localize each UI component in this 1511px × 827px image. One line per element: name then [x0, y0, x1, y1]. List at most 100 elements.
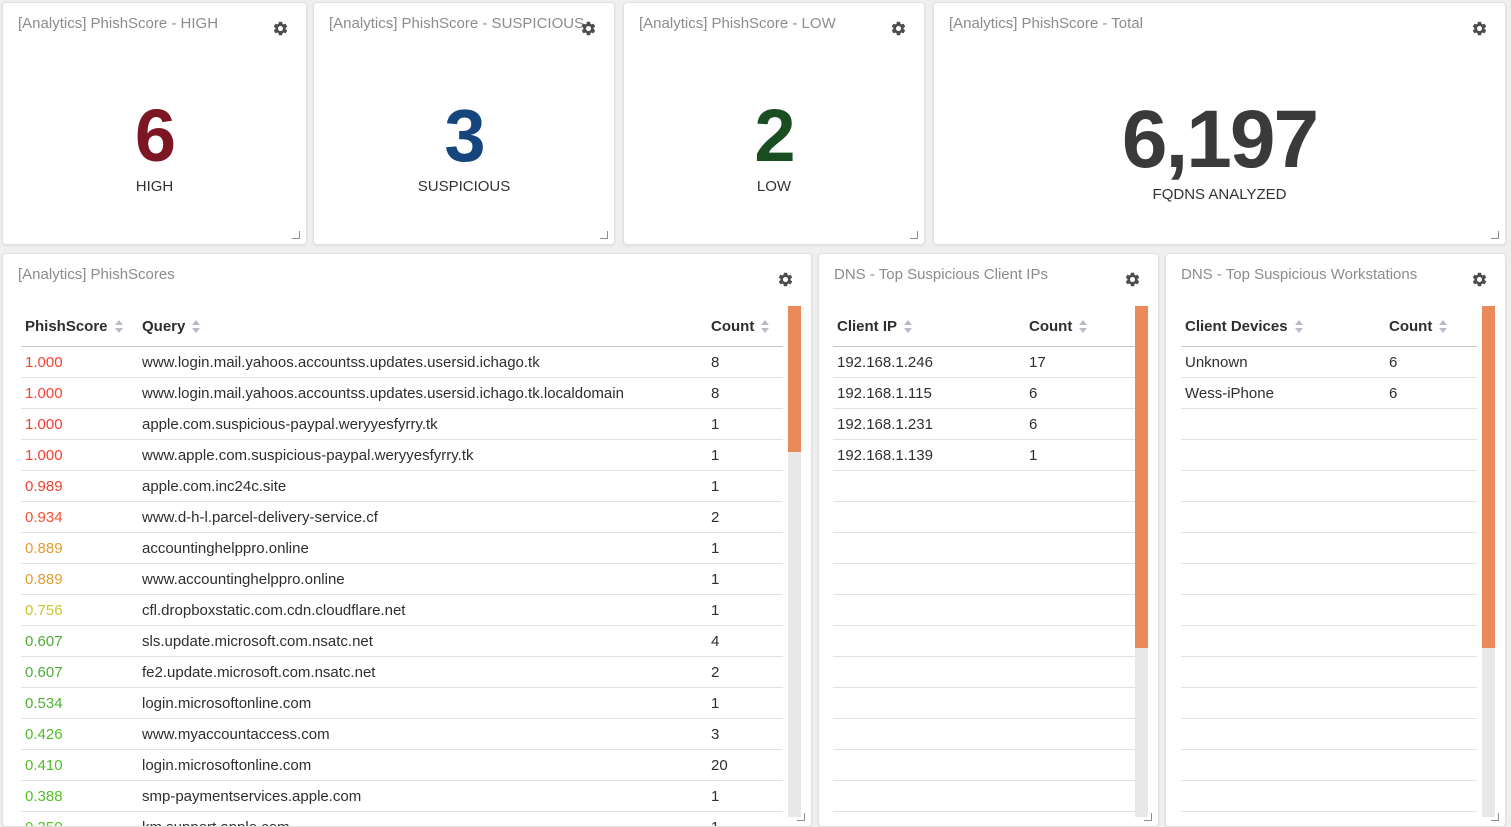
table-cell: 0.756 [21, 595, 138, 626]
metric-label: SUSPICIOUS [314, 178, 614, 195]
sort-icon[interactable] [1079, 320, 1088, 333]
table-cell: www.myaccountaccess.com [138, 719, 707, 750]
gear-icon[interactable] [1470, 270, 1488, 288]
panel-title: DNS - Top Suspicious Client IPs [834, 266, 1048, 283]
table-cell [1025, 719, 1135, 750]
table-cell: 1 [707, 533, 783, 564]
metric-label: HIGH [3, 178, 306, 195]
table-cell [1025, 812, 1135, 827]
sort-icon[interactable] [192, 320, 201, 333]
table-cell [1181, 781, 1385, 812]
sort-icon[interactable] [761, 320, 770, 333]
table-header-row: Client IP Count [833, 306, 1135, 347]
gear-icon[interactable] [776, 270, 794, 288]
resize-handle-icon[interactable] [797, 813, 805, 821]
table-cell [1025, 533, 1135, 564]
column-header-count[interactable]: Count [1025, 306, 1135, 347]
panel-title: [Analytics] PhishScore - Total [949, 15, 1143, 32]
gear-icon[interactable] [579, 19, 597, 37]
scrollbar-thumb[interactable] [1482, 306, 1495, 648]
table-header-row: PhishScore Query Count [21, 306, 783, 347]
scrollbar-thumb[interactable] [788, 306, 801, 452]
table-row [1181, 533, 1477, 564]
table-cell: 1 [707, 595, 783, 626]
table-cell [1385, 564, 1477, 595]
panel-title: [Analytics] PhishScore - HIGH [18, 15, 218, 32]
table-cell: 2 [707, 502, 783, 533]
table-cell: www.accountinghelppro.online [138, 564, 707, 595]
resize-handle-icon[interactable] [1491, 813, 1499, 821]
table-cell [1181, 750, 1385, 781]
column-header-query[interactable]: Query [138, 306, 707, 347]
column-header-phishscore[interactable]: PhishScore [21, 306, 138, 347]
table-cell [833, 719, 1025, 750]
gear-icon[interactable] [1123, 270, 1141, 288]
metric-value: 3 [314, 99, 614, 173]
table-cell [1025, 750, 1135, 781]
column-header-count[interactable]: Count [1385, 306, 1477, 347]
table-cell: 1.000 [21, 347, 138, 378]
table-cell: smp-paymentservices.apple.com [138, 781, 707, 812]
table-cell: 3 [707, 719, 783, 750]
table-cell: 1 [1025, 440, 1135, 471]
column-header-count[interactable]: Count [707, 306, 783, 347]
table-cell: 0.989 [21, 471, 138, 502]
table-cell: 20 [707, 750, 783, 781]
table-cell [1385, 595, 1477, 626]
table-row [1181, 440, 1477, 471]
table-cell [833, 502, 1025, 533]
table-row [833, 471, 1135, 502]
resize-handle-icon[interactable] [600, 231, 608, 239]
table-cell [1181, 471, 1385, 502]
table-cell: cfl.dropboxstatic.com.cdn.cloudflare.net [138, 595, 707, 626]
table-row [833, 750, 1135, 781]
table-cell: 0.607 [21, 626, 138, 657]
table-cell [833, 595, 1025, 626]
table-cell [1181, 626, 1385, 657]
sort-icon[interactable] [1295, 320, 1304, 333]
table-cell: fe2.update.microsoft.com.nsatc.net [138, 657, 707, 688]
gear-icon[interactable] [271, 19, 289, 37]
column-header-client-ip[interactable]: Client IP [833, 306, 1025, 347]
table-cell: 6 [1385, 378, 1477, 409]
table-cell: 192.168.1.231 [833, 409, 1025, 440]
resize-handle-icon[interactable] [292, 231, 300, 239]
table-cell: 6 [1025, 378, 1135, 409]
resize-handle-icon[interactable] [1144, 813, 1152, 821]
table-cell: www.apple.com.suspicious-paypal.weryyesf… [138, 440, 707, 471]
table-cell: 1 [707, 440, 783, 471]
table-cell: www.login.mail.yahoos.accountss.updates.… [138, 378, 707, 409]
single-value-widget: 3 SUSPICIOUS [314, 99, 614, 195]
scrollbar-track[interactable] [1482, 306, 1495, 817]
sort-icon[interactable] [904, 320, 913, 333]
sort-icon[interactable] [1439, 320, 1448, 333]
table-row [1181, 750, 1477, 781]
column-header-client-devices[interactable]: Client Devices [1181, 306, 1385, 347]
scrollbar-thumb[interactable] [1135, 306, 1148, 648]
resize-handle-icon[interactable] [910, 231, 918, 239]
table-cell [1181, 502, 1385, 533]
scrollbar-track[interactable] [1135, 306, 1148, 817]
table-cell: km.support.apple.com [138, 812, 707, 827]
gear-icon[interactable] [1470, 19, 1488, 37]
table-cell [1385, 440, 1477, 471]
panel-title: [Analytics] PhishScore - LOW [639, 15, 836, 32]
sort-icon[interactable] [115, 320, 124, 333]
metric-value: 6 [3, 99, 306, 173]
resize-handle-icon[interactable] [1491, 231, 1499, 239]
table-cell: 4 [707, 626, 783, 657]
column-header-label: Client IP [837, 318, 897, 335]
table-cell: Wess-iPhone [1181, 378, 1385, 409]
gear-icon[interactable] [889, 19, 907, 37]
column-header-label: Query [142, 318, 185, 335]
table-cell [1385, 502, 1477, 533]
table-cell [1181, 533, 1385, 564]
scrollbar-track[interactable] [788, 306, 801, 817]
column-header-label: Client Devices [1185, 318, 1288, 335]
table-cell [1025, 502, 1135, 533]
